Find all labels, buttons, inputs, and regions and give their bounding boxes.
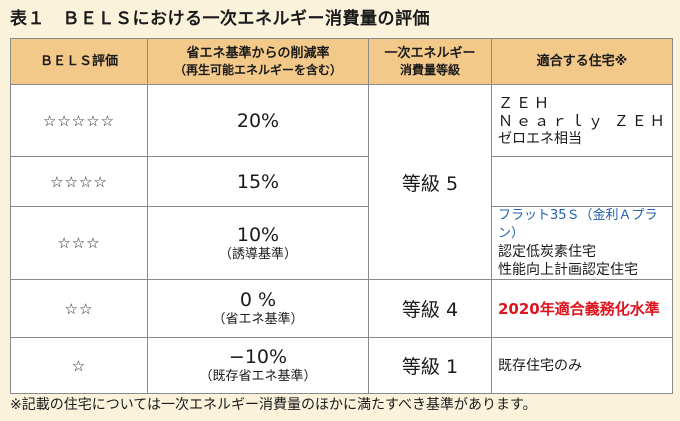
footnote: ※記載の住宅については一次エネルギー消費量のほかに満たすべき基準があります。 bbox=[10, 397, 537, 413]
reduction-rate: 20% bbox=[147, 84, 369, 157]
compatible-house-empty bbox=[491, 156, 673, 207]
header-reduction-rate-main: 省エネ基準からの削減率 bbox=[186, 45, 330, 61]
energy-grade-1: 等級 1 bbox=[368, 337, 492, 394]
energy-grade-4: 等級 4 bbox=[368, 279, 492, 338]
header-reduction-rate-sub: （再生可能エネルギーを含む） bbox=[173, 62, 342, 77]
reduction-rate: 0 % （省エネ基準） bbox=[147, 279, 369, 338]
reduction-rate-value: 20% bbox=[236, 109, 280, 132]
star-rating: ☆ bbox=[10, 337, 148, 394]
star-rating: ☆☆☆☆☆ bbox=[10, 84, 148, 157]
header-compatible-house: 適合する住宅※ bbox=[491, 38, 673, 85]
header-reduction-rate: 省エネ基準からの削減率 （再生可能エネルギーを含む） bbox=[147, 38, 369, 85]
compatible-house: ＺＥＨ Ｎｅａｒｌｙ ＺＥＨ ゼロエネ相当 bbox=[491, 84, 673, 157]
reduction-rate-note: （省エネ基準） bbox=[212, 312, 304, 327]
house-existing-only: 既存住宅のみ bbox=[498, 357, 582, 374]
compatible-house: フラット35Ｓ（金利Ａプラン） 認定低炭素住宅 性能向上計画認定住宅 bbox=[491, 206, 673, 280]
house-low-carbon: 認定低炭素住宅 bbox=[498, 244, 596, 260]
header-row: ＢＥＬＳ評価 省エネ基準からの削減率 （再生可能エネルギーを含む） 一次エネルギ… bbox=[10, 38, 673, 85]
reduction-rate-value: −10% bbox=[228, 346, 288, 368]
reduction-rate-value: 15% bbox=[236, 170, 280, 193]
reduction-rate-note: （既存省エネ基準） bbox=[199, 369, 317, 384]
table-title: 表１ ＢＥＬＳにおける一次エネルギー消費量の評価 bbox=[10, 9, 430, 29]
bels-evaluation-table: ＢＥＬＳ評価 省エネ基準からの削減率 （再生可能エネルギーを含む） 一次エネルギ… bbox=[10, 38, 673, 394]
reduction-rate-value: 0 % bbox=[239, 289, 277, 311]
star-rating: ☆☆☆ bbox=[10, 206, 148, 280]
house-nearly-zeh: Ｎｅａｒｌｙ ＺＥＨ bbox=[498, 111, 668, 130]
header-energy-grade-main: 一次エネルギー bbox=[384, 45, 476, 61]
star-rating: ☆☆ bbox=[10, 279, 148, 338]
table-row: ☆ −10% （既存省エネ基準） 等級 1 既存住宅のみ bbox=[10, 337, 673, 394]
reduction-rate: 10% （誘導基準） bbox=[147, 206, 369, 280]
reduction-rate: 15% bbox=[147, 156, 369, 207]
house-zero-energy: ゼロエネ相当 bbox=[498, 130, 582, 147]
reduction-rate: −10% （既存省エネ基準） bbox=[147, 337, 369, 394]
header-energy-grade: 一次エネルギー 消費量等級 bbox=[368, 38, 492, 85]
header-bels: ＢＥＬＳ評価 bbox=[10, 38, 148, 85]
star-rating: ☆☆☆☆ bbox=[10, 156, 148, 207]
table-row: ☆☆☆☆ 15% bbox=[10, 156, 673, 207]
reduction-rate-note: （誘導基準） bbox=[218, 246, 297, 262]
table-row: ☆☆☆☆☆ 20% 等級 5 ＺＥＨ Ｎｅａｒｌｙ ＺＥＨ ゼロエネ相当 bbox=[10, 84, 673, 280]
header-energy-grade-sub: 消費量等級 bbox=[399, 62, 460, 77]
house-flat35: フラット35Ｓ（金利Ａプラン） bbox=[498, 208, 658, 241]
house-mandatory-2020: 2020年適合義務化水準 bbox=[498, 299, 660, 318]
compatible-house: 既存住宅のみ bbox=[491, 337, 673, 394]
reduction-rate-value: 10% bbox=[236, 223, 280, 246]
house-performance: 性能向上計画認定住宅 bbox=[498, 262, 638, 278]
house-zeh: ＺＥＨ bbox=[498, 93, 553, 112]
compatible-house: 2020年適合義務化水準 bbox=[491, 279, 673, 338]
table-row: ☆☆☆ 10% （誘導基準） フラット35Ｓ（金利Ａプラン） 認定低炭素住宅 性… bbox=[10, 206, 673, 280]
table-row: ☆☆ 0 % （省エネ基準） 等級 4 2020年適合義務化水準 bbox=[10, 279, 673, 338]
energy-grade-5: 等級 5 bbox=[368, 84, 492, 280]
